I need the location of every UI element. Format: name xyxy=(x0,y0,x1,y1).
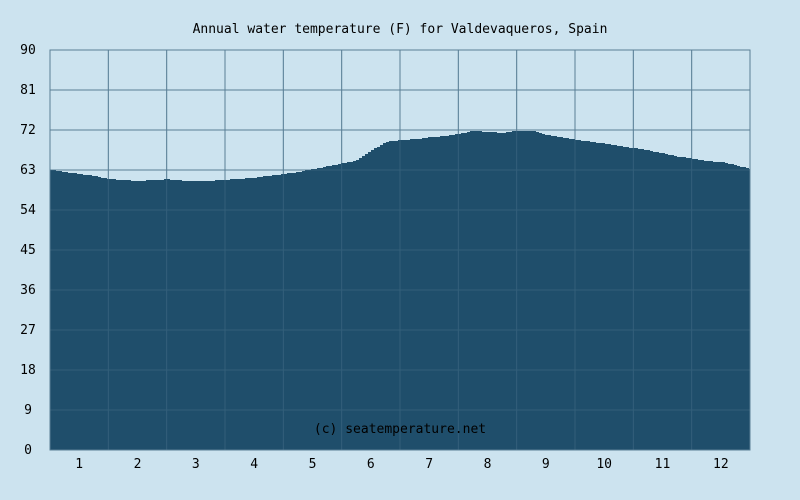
x-tick-label: 6 xyxy=(367,457,375,472)
y-tick-label: 27 xyxy=(20,323,36,338)
x-tick-label: 12 xyxy=(713,457,729,472)
x-tick-label: 9 xyxy=(542,457,550,472)
y-tick-label: 18 xyxy=(20,363,36,378)
x-tick-label: 11 xyxy=(655,457,671,472)
x-tick-label: 4 xyxy=(250,457,258,472)
y-tick-label: 45 xyxy=(20,243,36,258)
x-tick-label: 3 xyxy=(192,457,200,472)
y-tick-label: 54 xyxy=(20,203,36,218)
watermark: (c) seatemperature.net xyxy=(314,422,486,437)
y-tick-label: 72 xyxy=(20,123,36,138)
y-tick-label: 90 xyxy=(20,43,36,58)
area-series xyxy=(50,131,750,450)
y-tick-label: 63 xyxy=(20,163,36,178)
x-tick-label: 7 xyxy=(425,457,433,472)
x-tick-label: 1 xyxy=(75,457,83,472)
x-tick-label: 2 xyxy=(134,457,142,472)
x-axis-ticks: 1 2 3 4 5 6 7 8 9 10 11 12 xyxy=(75,457,728,472)
x-tick-label: 5 xyxy=(309,457,317,472)
chart-title: Annual water temperature (F) for Valdeva… xyxy=(193,22,608,37)
y-tick-label: 0 xyxy=(24,443,32,458)
x-tick-label: 10 xyxy=(596,457,612,472)
plot-border xyxy=(49,49,751,451)
y-tick-label: 9 xyxy=(24,403,32,418)
y-axis-ticks: 0 9 18 27 36 45 54 63 72 81 90 xyxy=(20,43,36,458)
y-tick-label: 36 xyxy=(20,283,36,298)
temperature-area xyxy=(50,131,750,450)
x-tick-label: 8 xyxy=(484,457,492,472)
y-tick-label: 81 xyxy=(20,83,36,98)
